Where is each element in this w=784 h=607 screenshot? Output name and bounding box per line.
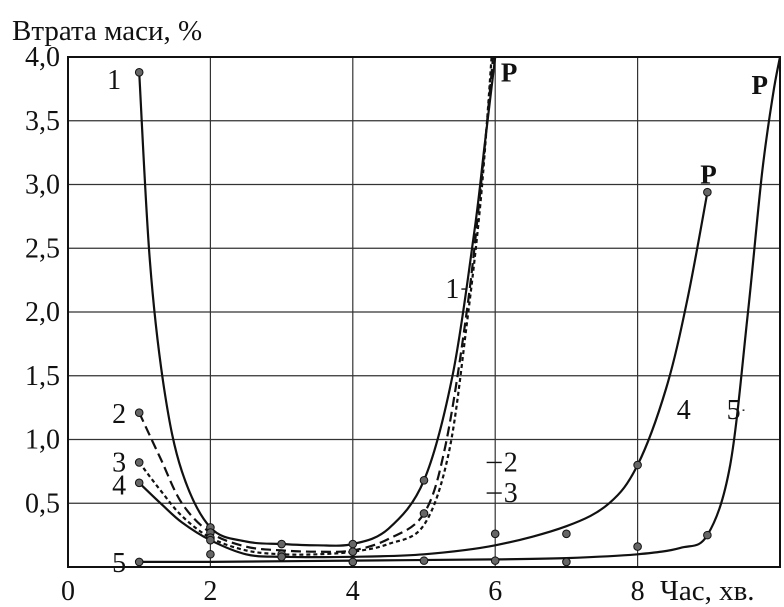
series-5-point xyxy=(490,556,500,565)
series-5-point xyxy=(134,557,144,567)
series-5-point xyxy=(206,549,215,559)
series-1-point xyxy=(134,68,144,77)
x-tick-label: 4 xyxy=(346,576,360,607)
x-axis-label: Час, хв. xyxy=(660,575,755,607)
curve-label-5: 5 xyxy=(727,395,741,426)
series-5-failure-label: P xyxy=(752,70,769,100)
series-3-point xyxy=(134,458,144,467)
series-4-point xyxy=(703,187,712,197)
series-4-point xyxy=(206,535,215,545)
series-1-line xyxy=(138,56,497,547)
x-tick-label: 8 xyxy=(631,576,645,607)
series-1-point xyxy=(419,476,429,485)
plot-frame xyxy=(67,56,781,568)
y-axis-label: Втрата маси, % xyxy=(12,15,202,47)
series-5-point xyxy=(419,556,429,565)
curve-label-5: 5 xyxy=(112,548,126,579)
series-4-point xyxy=(633,460,642,470)
series-4-point xyxy=(134,478,144,488)
tick-labels: 0 2 4 6 8 0,5 1,0 1,5 2,0 2,5 3,0 3,5 4,0 xyxy=(25,42,645,607)
curve-label-1: 1 xyxy=(107,65,121,96)
curve-label-3: 3 xyxy=(112,447,126,478)
grid xyxy=(68,57,780,567)
series-layer xyxy=(138,56,782,564)
series-4-point xyxy=(277,552,286,562)
y-tick-label: 1,0 xyxy=(25,425,60,456)
series-2-point xyxy=(419,509,429,518)
series-5-point xyxy=(633,542,642,551)
curve-label-3: 3 xyxy=(504,478,518,509)
curve-label-2: 2 xyxy=(504,447,518,478)
series-5-point xyxy=(703,530,712,540)
y-tick-label: 2,5 xyxy=(25,233,60,264)
curve-label-4: 4 xyxy=(112,470,126,501)
series-5-point xyxy=(562,557,571,567)
series-5-line xyxy=(139,56,782,564)
series-4-line xyxy=(138,191,709,559)
points-layer xyxy=(134,68,712,567)
series-2-line xyxy=(138,56,495,553)
y-tick-label: 3,0 xyxy=(25,170,60,201)
series-5-point xyxy=(348,557,358,567)
y-tick-label: 2,0 xyxy=(25,297,60,328)
series-1-point xyxy=(277,539,286,549)
x-tick-label: 6 xyxy=(488,576,502,607)
series-4-failure-label: P xyxy=(700,159,717,189)
series-2-point xyxy=(134,408,144,418)
series-1-point xyxy=(348,539,358,549)
y-tick-label: 3,5 xyxy=(25,106,60,137)
curve-label-4: 4 xyxy=(677,395,691,426)
y-tick-label: 4,0 xyxy=(25,42,60,73)
x-tick-label: 0 xyxy=(61,576,75,607)
series-1-failure-label: P xyxy=(501,57,518,87)
y-tick-label: 0,5 xyxy=(25,488,60,519)
series-3-point xyxy=(348,547,358,557)
series-3-line xyxy=(138,56,493,556)
y-tick-label: 1,5 xyxy=(25,361,60,392)
curve-label-2: 2 xyxy=(112,399,126,430)
curve-label-1: 1 xyxy=(445,274,459,305)
x-tick-label: 2 xyxy=(203,576,217,607)
series-4-point xyxy=(562,529,571,539)
series-4-point xyxy=(490,529,500,539)
